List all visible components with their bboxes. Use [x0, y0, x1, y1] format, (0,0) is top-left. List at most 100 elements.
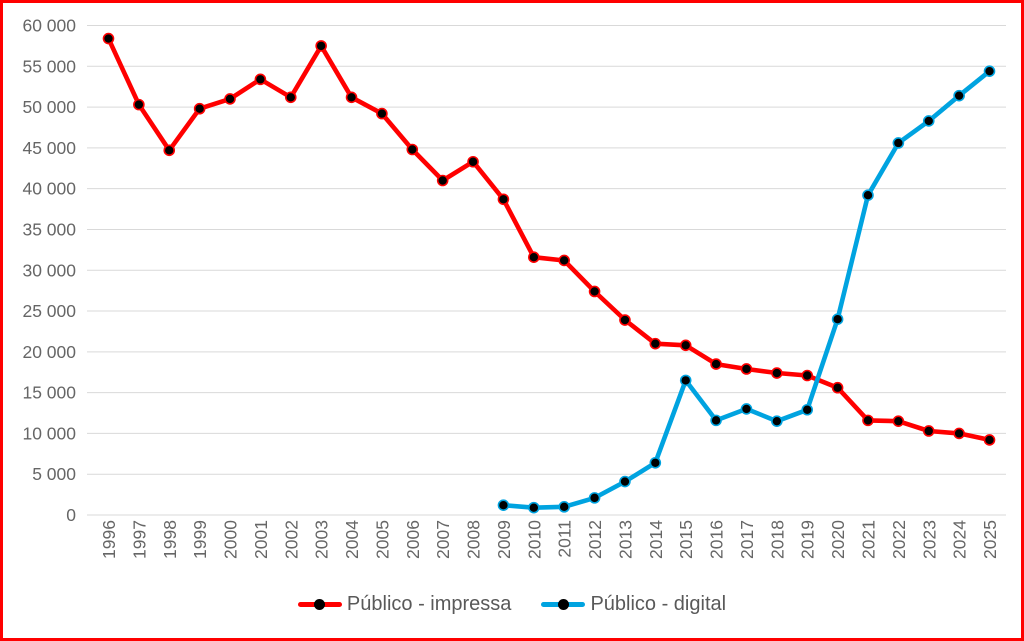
data-point-marker [284, 91, 297, 104]
data-point-marker [710, 358, 722, 370]
data-point-marker [771, 415, 783, 427]
x-axis-label: 2024 [950, 520, 970, 559]
legend-marker-impressa-icon [297, 598, 342, 611]
data-point-marker [619, 314, 631, 326]
data-point-marker [345, 91, 358, 104]
legend-label-digital: Público - digital [590, 593, 727, 615]
data-point-marker [710, 414, 722, 427]
data-point-marker [862, 189, 874, 201]
x-axis-label: 2016 [707, 520, 727, 559]
data-point-marker [528, 501, 540, 514]
x-axis-label: 2020 [828, 520, 848, 559]
data-point-marker [740, 363, 753, 375]
data-point-marker [831, 313, 844, 326]
data-point-marker [953, 89, 965, 102]
x-axis-label: 2006 [403, 520, 423, 559]
data-point-marker [892, 415, 905, 427]
x-axis-label: 2012 [585, 520, 605, 559]
legend-dot-impressa [314, 599, 326, 610]
y-axis-label: 30 000 [22, 260, 76, 280]
x-axis-label: 2007 [433, 520, 453, 559]
data-point-marker [528, 251, 540, 263]
x-axis-label: 2023 [919, 520, 939, 559]
x-axis-label: 2000 [221, 520, 241, 559]
data-point-marker [254, 73, 267, 86]
data-point-marker [163, 144, 176, 157]
y-axis-label: 60 000 [22, 16, 76, 36]
data-point-marker [679, 374, 692, 387]
x-axis-label: 2011 [555, 520, 575, 558]
legend: Público - impressa Público - digital [3, 593, 1021, 616]
data-point-marker [224, 93, 236, 105]
y-axis-label: 50 000 [22, 97, 76, 117]
x-axis-label: 2017 [737, 520, 757, 559]
data-point-marker [497, 193, 510, 206]
data-point-marker [892, 137, 905, 149]
x-axis-label: 2009 [494, 520, 514, 559]
data-point-marker [771, 367, 783, 379]
legend-marker-digital-icon [541, 598, 586, 611]
line-chart: 0 5 000 10 000 15 000 20 000 25 000 30 000 35 0… [22, 16, 1006, 559]
y-axis-label: 5 000 [32, 464, 76, 484]
data-point-marker [922, 425, 935, 437]
data-point-marker [831, 381, 844, 394]
legend-item-digital: Público - digital [541, 593, 726, 616]
y-axis-label: 10 000 [22, 423, 76, 443]
y-axis-label: 40 000 [22, 179, 76, 199]
data-point-marker [619, 475, 631, 488]
legend-item-impressa: Público - impressa [297, 593, 512, 616]
legend-label-impressa: Público - impressa [346, 593, 512, 615]
data-point-marker [983, 65, 996, 77]
data-point-marker [679, 339, 692, 352]
data-point-marker [953, 427, 965, 440]
data-point-marker [922, 115, 935, 127]
data-point-marker [376, 107, 388, 120]
y-axis-label: 55 000 [22, 56, 76, 76]
x-axis-label: 2014 [646, 520, 666, 559]
data-point-marker [801, 369, 814, 382]
data-point-marker [467, 155, 479, 168]
y-axis-label: 20 000 [22, 342, 76, 362]
x-axis-label: 2021 [858, 520, 878, 559]
data-point-marker [406, 143, 419, 156]
x-axis-label: 2008 [464, 520, 484, 559]
y-axis-label: 25 000 [22, 301, 76, 321]
data-point-marker [315, 40, 327, 52]
data-point-marker [497, 499, 510, 512]
data-point-marker [558, 254, 570, 267]
y-axis-label: 0 [66, 505, 76, 525]
data-point-marker [862, 414, 874, 427]
x-axis-label: 2019 [798, 520, 818, 559]
data-point-marker [588, 492, 601, 504]
data-point-marker [801, 403, 814, 416]
data-point-marker [740, 403, 753, 415]
data-point-marker [588, 285, 601, 298]
x-axis-label: 2004 [342, 520, 362, 559]
x-axis-label: 2022 [889, 520, 909, 559]
x-axis-label: 2010 [524, 520, 544, 559]
series-line-0 [106, 36, 992, 443]
x-axis-label: 2005 [372, 520, 392, 559]
x-axis-label: 2018 [767, 520, 787, 559]
y-axis-label: 45 000 [22, 138, 76, 158]
data-point-marker [649, 337, 662, 350]
x-axis-label: 2002 [281, 520, 301, 559]
y-axis-label: 35 000 [22, 219, 76, 239]
data-point-marker [193, 102, 206, 115]
data-point-marker [983, 434, 996, 446]
x-axis-label: 1997 [129, 520, 149, 559]
series-line-1 [501, 68, 992, 511]
x-axis-label: 2003 [312, 520, 332, 559]
x-axis-label: 1998 [160, 520, 180, 559]
data-point-marker [102, 32, 115, 45]
x-axis-label: 2025 [980, 520, 1000, 559]
y-axis-label: 15 000 [22, 383, 76, 403]
data-point-marker [558, 501, 570, 513]
data-point-marker [649, 456, 662, 469]
x-axis-label: 2001 [251, 520, 271, 559]
x-axis-label: 2013 [615, 520, 635, 559]
x-axis-label: 1996 [99, 520, 119, 559]
data-point-marker [133, 98, 145, 111]
data-point-marker [436, 174, 449, 187]
